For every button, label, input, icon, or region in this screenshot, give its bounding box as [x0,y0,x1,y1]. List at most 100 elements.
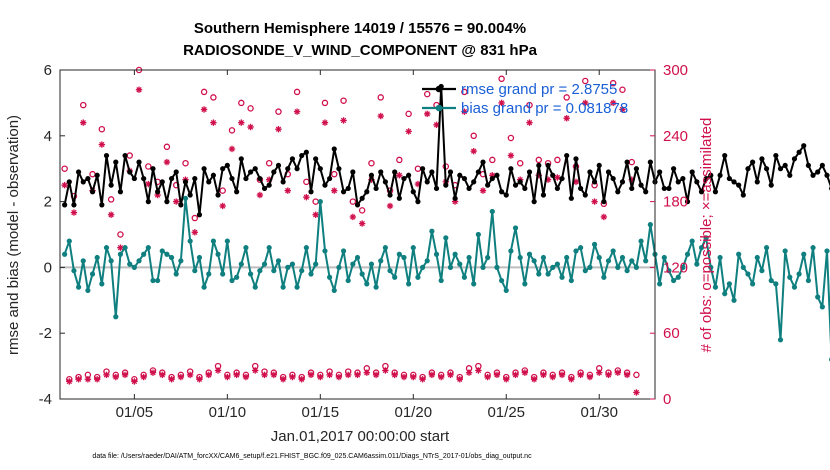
chart-title-line1: Southern Hemisphere 14019 / 15576 = 90.0… [194,20,526,37]
obs-assimilated-stroke [391,372,398,378]
obs-assimilated-point [177,373,185,381]
obs-assimilated-point [191,229,199,236]
bias-point [350,261,356,267]
rmse-point [466,185,472,192]
obs-assimilated-stroke [610,100,616,106]
obs-assimilated-point [600,213,608,221]
obs-assimilated-point [149,369,157,376]
obs-assimilated-point [354,371,361,379]
rmse-point [396,195,402,201]
obs-possible-point [405,110,412,118]
rmse-point [736,182,742,188]
obs-assimilated-stroke [457,376,463,382]
bias-point [285,264,291,270]
bias-point [229,277,235,284]
x-axis-label: Jan.01,2017 00:00:00 start [271,428,450,445]
rmse-point [196,212,203,218]
bias-point [66,238,72,244]
rmse-point [615,189,621,195]
rmse-point [127,169,133,175]
bias-point [145,245,151,251]
rmse-point [540,192,547,198]
obs-assimilated-stroke [210,119,217,126]
bias-point [526,251,533,257]
rmse-point [340,189,347,195]
rmse-point [261,185,268,192]
obs-assimilated-stroke [247,124,254,130]
rmse-point [308,189,314,195]
rmse-point [75,169,82,175]
rmse-point [299,152,305,159]
rmse-point [708,172,714,178]
obs-assimilated-point [340,117,347,124]
rmse-point [192,175,198,182]
obs-assimilated-stroke [615,369,621,376]
bias-point [545,271,551,277]
obs-possible-point [619,86,626,93]
obs-assimilated-point [270,371,278,379]
obs-assimilated-stroke [219,203,226,209]
rmse-point [680,175,686,182]
obs-assimilated-stroke [317,374,324,380]
obs-assimilated-stroke [480,187,486,194]
bias-point [773,281,779,287]
bias-point [605,258,612,264]
obs-assimilated-point [307,371,315,379]
bias-point [703,235,709,241]
bias-point [819,304,825,310]
obs-assimilated-point [131,378,138,385]
obs-assimilated-stroke [312,212,319,218]
bias-point [578,245,584,251]
bias-point [457,261,463,267]
obs-assimilated-point [540,371,547,379]
y-left-tick-label: -4 [39,391,52,408]
rmse-point [545,162,551,169]
obs-assimilated-stroke [531,376,537,382]
rmse-point [824,172,830,178]
bias-point [433,251,440,257]
obs-assimilated-stroke [140,374,147,380]
rmse-point [782,162,788,169]
rmse-point [103,152,110,159]
obs-assimilated-stroke [303,194,310,200]
rmse-point [801,143,807,149]
obs-assimilated-stroke [294,108,300,115]
bias-point [452,251,458,257]
bias-point [796,271,802,277]
obs-assimilated-point [284,187,291,194]
bias-point [141,251,147,257]
bias-point [573,248,579,254]
rmse-point [624,159,630,165]
rmse-point [141,175,147,182]
obs-possible-point [563,94,570,101]
rmse-point [531,199,537,205]
bias-point [624,268,630,274]
rmse-point [550,172,556,178]
obs-assimilated-stroke [108,212,114,218]
rmse-point [178,202,184,208]
bias-point [587,264,593,270]
bias-point [824,248,830,254]
obs-assimilated-point [396,172,403,179]
obs-assimilated-point [530,376,538,383]
obs-assimilated-stroke [275,126,282,132]
bias-point [815,294,821,300]
obs-possible-point [349,198,357,205]
bias-point [99,281,105,287]
obs-possible-point [107,196,115,203]
obs-assimilated-stroke [573,179,579,185]
rmse-point [168,175,175,182]
rmse-point [89,189,96,195]
obs-assimilated-stroke [415,181,421,187]
bias-point [787,274,793,280]
obs-possible-point [498,75,505,83]
bias-point [615,264,621,270]
rmse-point [80,179,86,185]
bias-point [373,284,379,290]
rmse-point [99,202,105,208]
rmse-point [768,182,774,188]
rmse-point [401,175,407,182]
rmse-point [443,182,449,188]
bias-point [503,287,509,294]
obs-assimilated-point [456,376,463,383]
